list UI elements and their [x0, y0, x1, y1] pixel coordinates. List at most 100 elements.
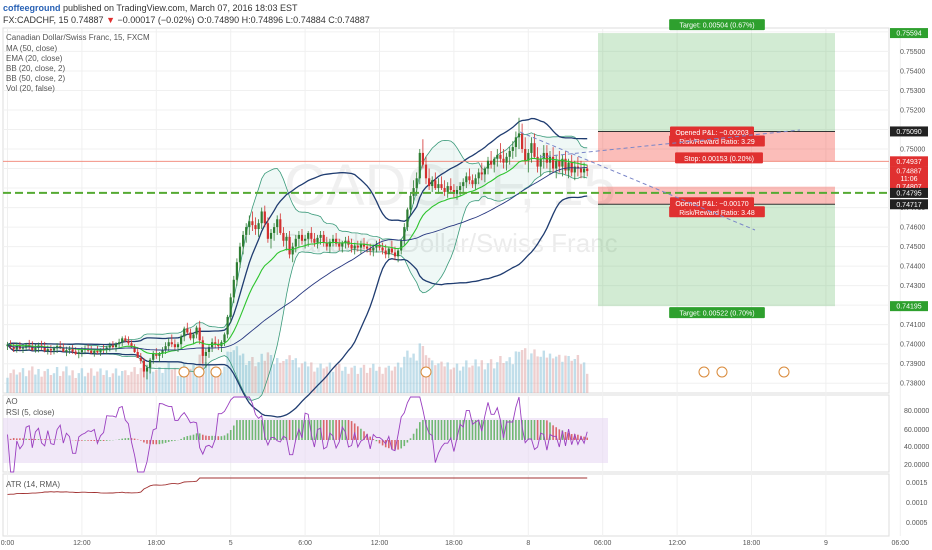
ao-bar — [474, 420, 477, 440]
indicator-ema[interactable]: EMA (20, close) — [6, 54, 63, 63]
ao-bar — [152, 440, 154, 445]
ao-bar — [574, 434, 576, 440]
ao-bar — [202, 434, 204, 440]
volume-bar — [121, 371, 124, 393]
ao-bar — [99, 440, 102, 442]
candle-body — [232, 279, 235, 298]
candle-body — [344, 240, 347, 243]
atr-axis: 0.0015 0.0010 0.0005 — [906, 480, 928, 527]
atr-pane-frame — [2, 473, 890, 537]
atr-tick: 0.0005 — [906, 520, 928, 527]
volume-bar — [300, 363, 304, 393]
indicator-vol[interactable]: Vol (20, false) — [6, 84, 55, 93]
volume-bar — [68, 375, 71, 393]
ao-bar — [130, 438, 133, 440]
candle-body — [313, 238, 316, 243]
ao-bar — [217, 436, 220, 440]
ao-bar — [31, 438, 34, 440]
candle-body — [446, 186, 449, 192]
volume-bar — [564, 355, 567, 393]
volume-bar — [586, 373, 589, 393]
candle-body — [490, 160, 493, 165]
event-flag-icon[interactable] — [778, 366, 790, 378]
volume-bar — [52, 373, 56, 393]
candle-body — [335, 238, 338, 244]
ao-bar — [583, 436, 585, 440]
volume-bar — [6, 377, 9, 393]
upper-trend-line[interactable] — [539, 129, 801, 158]
volume-bar — [431, 360, 434, 393]
ao-bar — [369, 436, 371, 440]
volume-bar — [415, 360, 418, 393]
event-flag-icon[interactable] — [193, 366, 205, 378]
volume-bar — [272, 364, 276, 393]
bb50-upper — [7, 117, 588, 346]
indicator-ma[interactable]: MA (50, close) — [6, 44, 57, 53]
candle-body — [161, 350, 164, 353]
event-flag-icon[interactable] — [716, 366, 728, 378]
volume-bar — [582, 362, 586, 393]
volume-bar — [480, 360, 483, 393]
candle-body — [118, 342, 121, 345]
publish-line: coffeeground published on TradingView.co… — [3, 3, 298, 13]
candle-body — [449, 186, 452, 191]
candle-body — [586, 168, 589, 172]
volume-bar — [393, 366, 397, 393]
candle-body — [369, 248, 372, 251]
volume-bar — [108, 377, 111, 393]
candle-body — [514, 137, 517, 148]
candle-body — [341, 242, 344, 247]
author-link[interactable]: coffeeground — [3, 3, 61, 13]
event-flag-icon[interactable] — [210, 366, 222, 378]
ao-bar — [586, 437, 588, 440]
event-flag-icon[interactable] — [178, 366, 190, 378]
candle-body — [170, 342, 173, 345]
indicator-bb20[interactable]: BB (20, close, 2) — [6, 64, 65, 73]
volume-bar — [285, 359, 288, 393]
indicator-bb50[interactable]: BB (50, close, 2) — [6, 74, 65, 83]
candle-body — [21, 347, 25, 349]
ao-bar — [505, 420, 508, 440]
volume-bar — [533, 349, 536, 393]
lower-trend-line[interactable] — [519, 131, 756, 231]
volume-bar — [307, 366, 310, 393]
target-bottom-label-bg — [669, 307, 765, 319]
candle-body — [139, 357, 142, 361]
volume-bar — [319, 363, 322, 393]
ao-label[interactable]: AO — [6, 397, 18, 406]
candle-body — [263, 211, 266, 224]
ao-bar — [102, 440, 105, 441]
price-tag-bg — [890, 181, 928, 192]
ao-bar — [400, 440, 402, 449]
time-axis[interactable]: 0:00 12:00 18:00 5 6:00 12:00 18:00 8 06:00 12:00… — [1, 540, 909, 547]
candle-body — [71, 348, 74, 352]
volume-bar — [483, 369, 487, 393]
opened-pnl-short-bg — [670, 126, 754, 138]
volume-bar — [158, 367, 161, 393]
ao-bar — [378, 440, 381, 444]
ma-lines-layer — [7, 157, 588, 355]
candle-body — [353, 245, 356, 249]
volume-bar — [77, 373, 80, 393]
ao-bar — [87, 440, 89, 441]
ao-bar — [335, 420, 337, 440]
price-tick: 0.74500 — [900, 244, 925, 251]
candle-body — [294, 238, 297, 247]
volume-bar — [176, 376, 180, 393]
ao-bar — [9, 438, 12, 440]
ao-bar — [291, 420, 294, 440]
candle-body — [403, 227, 406, 241]
candle-body — [316, 237, 319, 243]
event-flag-icon[interactable] — [698, 366, 710, 378]
candle-body — [356, 245, 359, 248]
atr-label[interactable]: ATR (14, RMA) — [6, 480, 60, 489]
volume-bar — [341, 370, 344, 393]
rsi-label[interactable]: RSI (5, close) — [6, 408, 55, 417]
price-tick: 0.73900 — [900, 361, 925, 368]
price-axis[interactable]: 0.756000.755000.754000.753000.752000.751… — [890, 28, 928, 388]
volume-bar — [251, 357, 254, 393]
volume-bar — [458, 370, 462, 393]
event-flag-icon[interactable] — [420, 366, 432, 378]
trade-boxes[interactable]: Target: 0.00504 (0.67%) Opened P&L: −0.00… — [3, 19, 889, 319]
